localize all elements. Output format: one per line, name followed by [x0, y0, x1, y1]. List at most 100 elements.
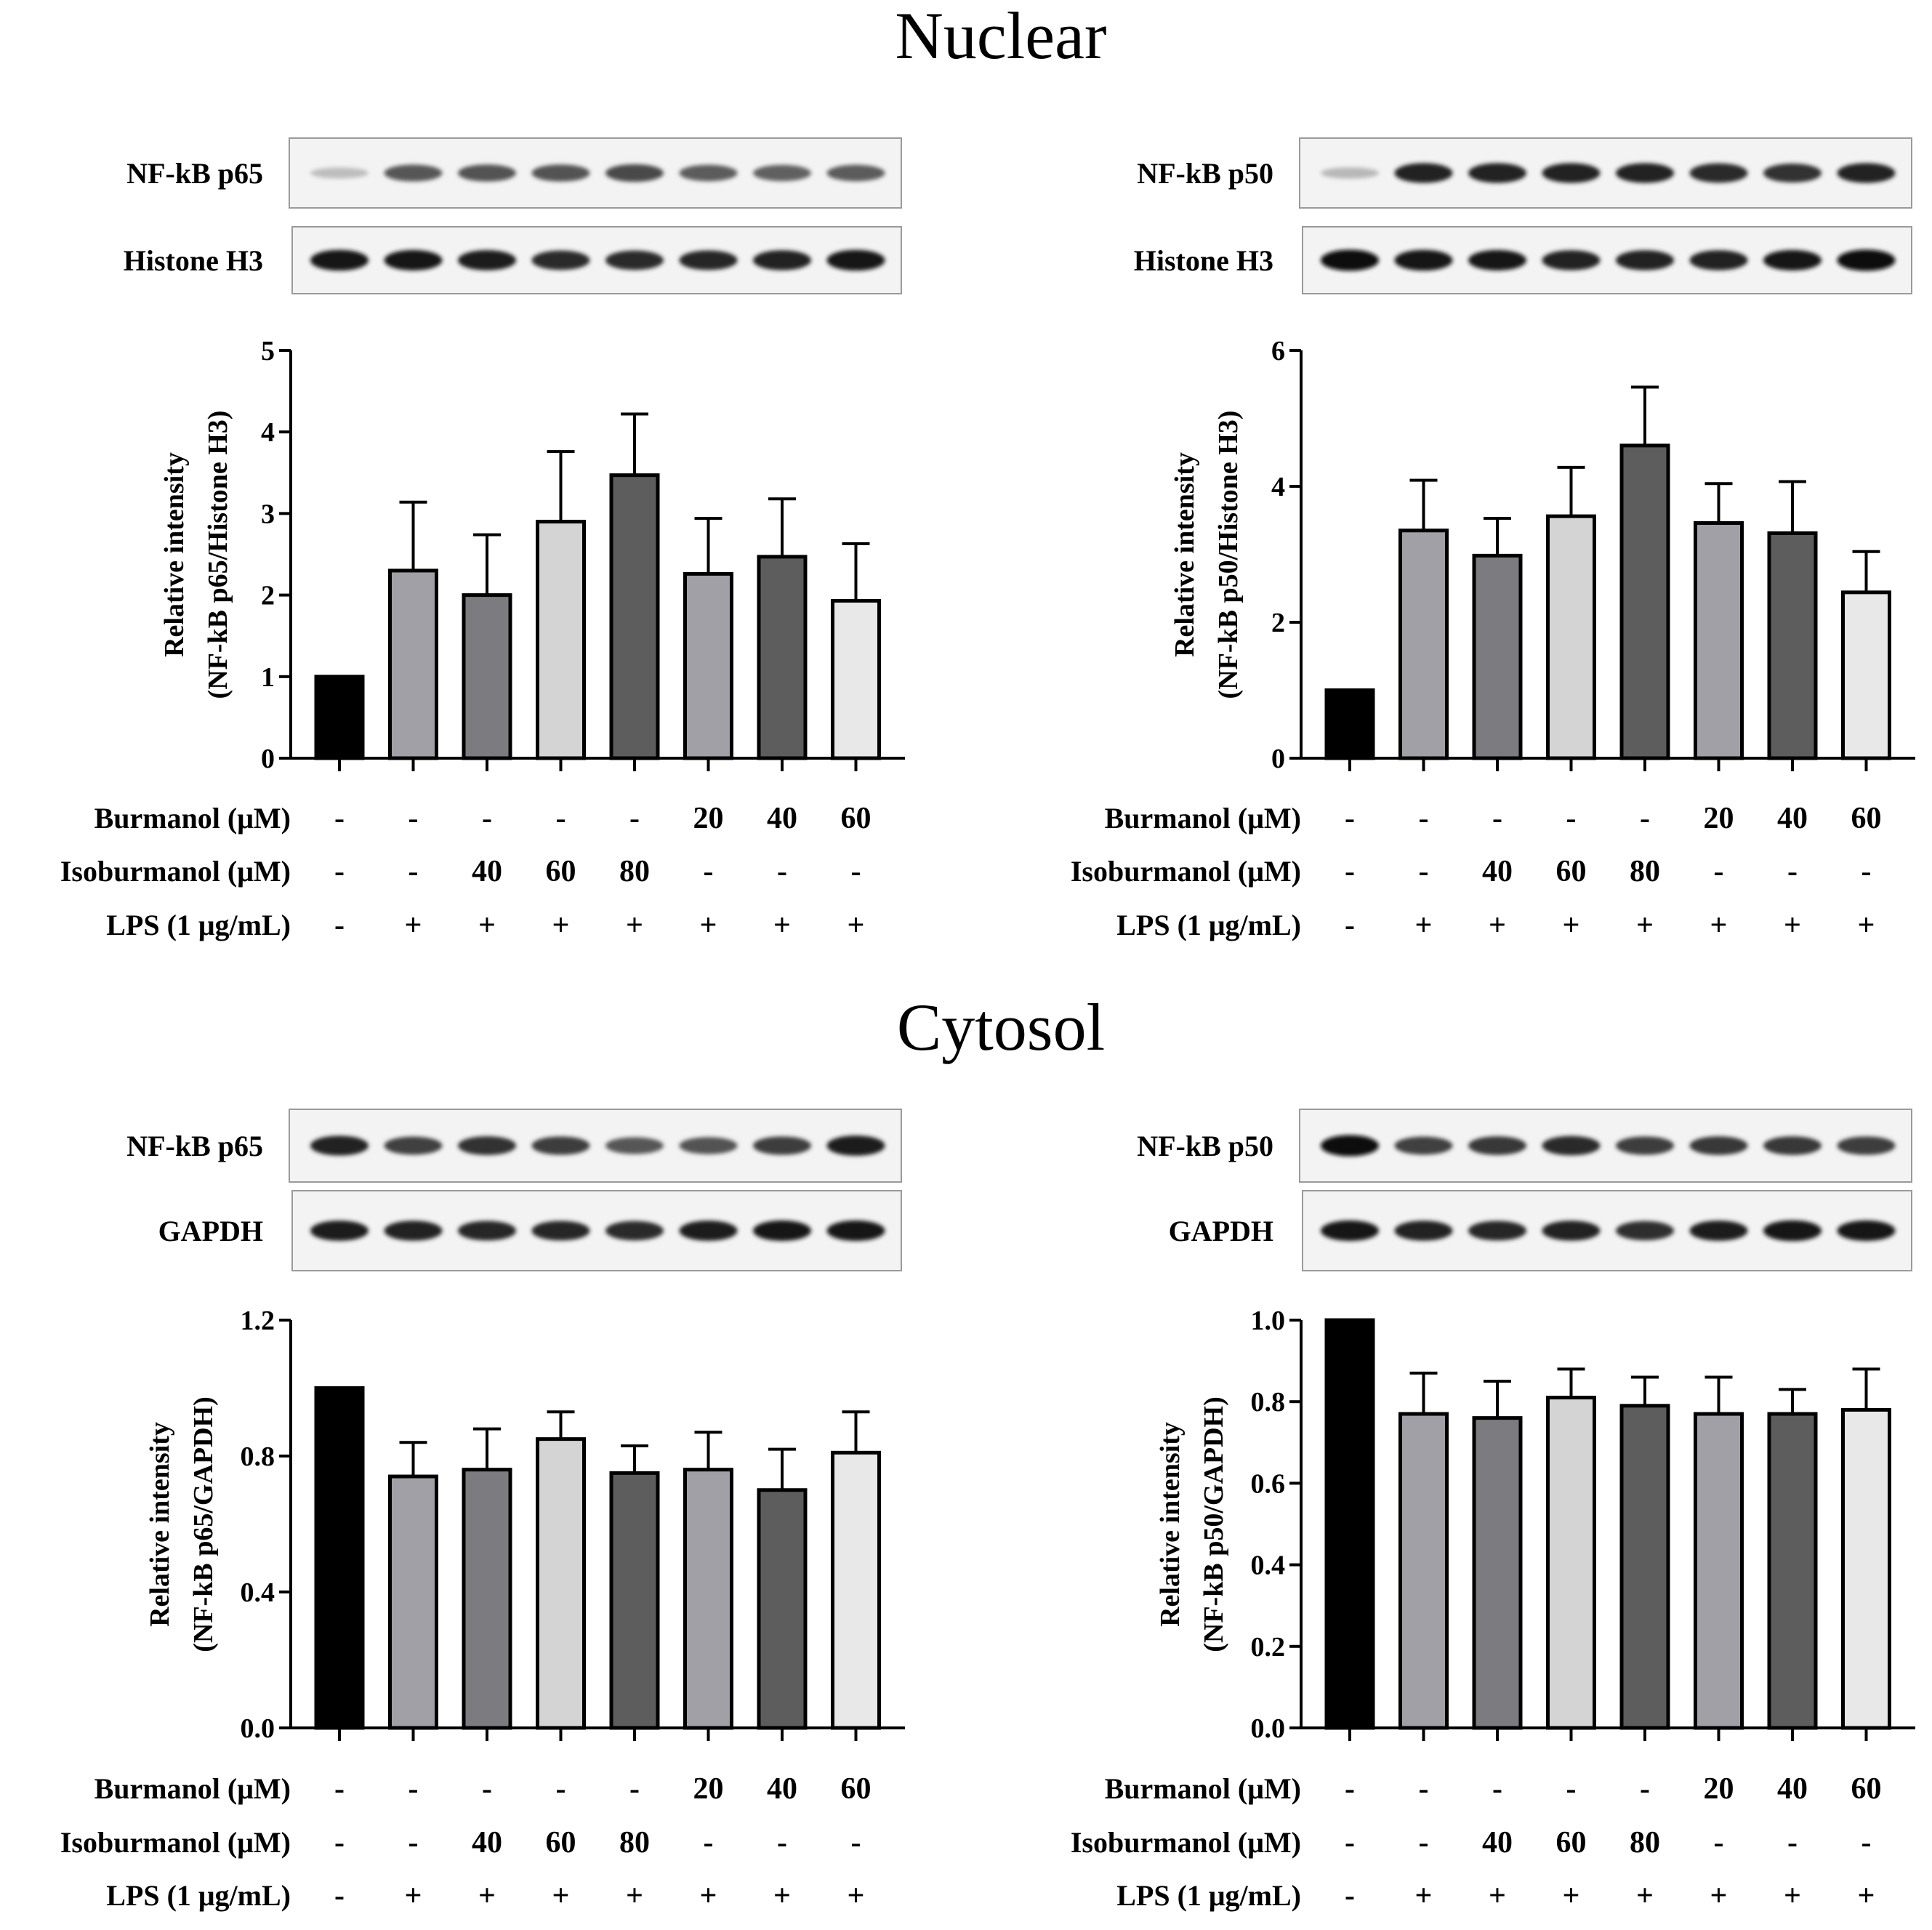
y-axis-title: Relative intensity [159, 452, 190, 657]
bar [1472, 553, 1523, 760]
blot-band [826, 1135, 885, 1156]
y-tick-label: 1 [261, 662, 275, 693]
y-tick-label: 4 [1271, 472, 1285, 502]
condition-cell: - [1345, 1826, 1355, 1859]
bar [831, 598, 881, 760]
condition-label: Burmanol (μM) [1105, 1772, 1301, 1805]
blot-label: NF-kB p65 [126, 1130, 263, 1162]
bar [1546, 514, 1596, 760]
condition-cell: 40 [472, 855, 502, 888]
condition-cell: 80 [619, 1826, 650, 1859]
condition-cell: - [1345, 855, 1355, 888]
condition-cell: - [408, 802, 419, 835]
condition-cell: 60 [546, 1826, 576, 1859]
bar [683, 1468, 733, 1730]
panel-nuclear-p50: NF-kB p50 Histone H3 0 2 4 6 Relative intensit… [1071, 137, 1915, 942]
bar [1767, 531, 1818, 760]
blot-band [753, 250, 811, 270]
bar [1324, 688, 1375, 760]
blot-band [531, 250, 590, 270]
blot-band [1837, 249, 1896, 271]
condition-cell: - [1345, 802, 1355, 835]
blot-band [1542, 163, 1601, 183]
condition-cell: 20 [693, 1772, 724, 1806]
condition-cell: - [777, 1826, 787, 1859]
bar [1324, 1318, 1375, 1730]
y-tick-label: 0.4 [241, 1577, 275, 1608]
bar [757, 1488, 808, 1730]
condition-label: LPS (1 μg/mL) [1116, 1879, 1301, 1912]
blot-band [1542, 1221, 1601, 1241]
panel-nuclear-p65: NF-kB p65 Histone H3 0 1 2 3 4 5 Relative intens… [60, 137, 905, 942]
y-tick-label: 0 [261, 744, 275, 774]
blot-band [531, 1136, 590, 1155]
condition-cell: + [1415, 1879, 1433, 1913]
condition-cell: - [334, 855, 345, 888]
y-tick-label: 3 [261, 499, 275, 529]
condition-cell: + [1563, 1879, 1580, 1913]
condition-cell: 60 [1851, 802, 1882, 835]
blot-band [605, 164, 664, 182]
bar [1546, 1396, 1596, 1730]
blot-band [1394, 163, 1453, 183]
blot-band [1689, 1221, 1748, 1241]
y-tick-label: 0.8 [241, 1442, 275, 1472]
condition-cell: - [704, 855, 714, 888]
condition-cell: - [1861, 1826, 1872, 1859]
blot-band [531, 164, 590, 182]
condition-label: Burmanol (μM) [1105, 802, 1301, 835]
bar [609, 473, 660, 760]
condition-label: LPS (1 μg/mL) [1116, 909, 1301, 941]
blot-band [384, 249, 443, 271]
y-axis-title: (NF-kB p50/Histone H3) [1213, 411, 1244, 699]
condition-cell: - [1419, 1826, 1429, 1859]
y-tick-label: 2 [261, 581, 275, 611]
bar [1619, 443, 1670, 760]
y-tick-label: 0 [1271, 744, 1285, 774]
blot-band [1616, 1221, 1674, 1241]
blot-band [1837, 163, 1896, 183]
blot-band [531, 1221, 590, 1241]
condition-cell: - [851, 855, 861, 888]
blot-band [310, 1135, 369, 1156]
condition-cell: + [1858, 909, 1875, 942]
bar [683, 571, 733, 760]
condition-cell: + [773, 1879, 791, 1913]
condition-cell: - [1714, 1826, 1724, 1859]
blot-band [826, 249, 885, 271]
bar [1841, 590, 1891, 760]
condition-label: Isoburmanol (μM) [1071, 1826, 1301, 1859]
y-tick-label: 6 [1271, 336, 1285, 366]
blot-label: GAPDH [1169, 1215, 1273, 1247]
y-tick-label: 0.0 [241, 1713, 275, 1744]
blot-band [605, 1137, 664, 1154]
condition-cell: - [482, 802, 492, 835]
condition-cell: - [1345, 1772, 1355, 1806]
bar [1767, 1412, 1818, 1730]
condition-cell: + [626, 1879, 643, 1913]
blot-band [826, 164, 885, 182]
condition-cell: - [851, 1826, 861, 1859]
condition-cell: 40 [1482, 855, 1513, 888]
condition-label: Isoburmanol (μM) [60, 855, 291, 888]
bar [462, 1468, 512, 1730]
condition-cell: + [1489, 909, 1506, 942]
condition-cell: + [1858, 1879, 1875, 1913]
condition-cell: + [405, 909, 422, 942]
condition-cell: - [1714, 855, 1724, 888]
condition-cell: 60 [1851, 1772, 1882, 1806]
condition-cell: 40 [1777, 802, 1808, 835]
blot-label: Histone H3 [124, 244, 263, 277]
condition-cell: 80 [619, 855, 650, 888]
condition-cell: + [1563, 909, 1580, 942]
condition-label: Isoburmanol (μM) [60, 1826, 291, 1859]
condition-cell: - [1345, 1879, 1355, 1913]
y-tick-label: 0.4 [1251, 1551, 1286, 1581]
bar [1398, 1412, 1449, 1730]
condition-cell: - [777, 855, 787, 888]
condition-cell: + [552, 909, 570, 942]
condition-cell: - [334, 1826, 345, 1859]
y-axis-title: Relative intensity [1155, 1422, 1186, 1627]
blot-band [1321, 167, 1379, 179]
condition-label: Burmanol (μM) [94, 802, 291, 835]
